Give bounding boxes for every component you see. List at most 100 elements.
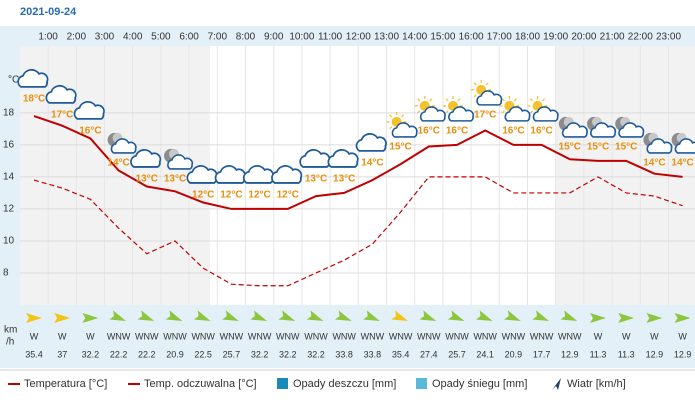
wind-speed: 12.9 [646, 349, 664, 359]
weather-icon [527, 95, 559, 122]
wind-direction: WNW [276, 331, 300, 341]
y-tick-label: 8 [3, 268, 9, 279]
wind-arrow [363, 310, 380, 322]
wind-arrow [193, 310, 211, 322]
wind-speed: 22.2 [138, 349, 156, 359]
wind-arrow [137, 310, 155, 322]
wind-panel [20, 305, 695, 368]
weather-icon [271, 165, 303, 184]
wind-speed: 17.7 [533, 349, 551, 359]
wind-speed: 33.8 [364, 349, 382, 359]
wind-direction: WNW [304, 331, 328, 341]
temperature-label: 16°C [530, 126, 552, 137]
temperature-label: 17°C [474, 110, 496, 121]
temperature-label: 16°C [79, 126, 101, 137]
temperature-label: 14°C [643, 158, 665, 169]
x-tick-label: 13:00 [374, 32, 399, 43]
cloud [391, 122, 418, 138]
wind-arrow [26, 313, 42, 323]
series-line [33, 115, 683, 210]
weather-icon [327, 149, 359, 168]
cloud [299, 149, 331, 168]
wind-arrow [419, 310, 437, 322]
cloud [327, 149, 359, 168]
sun-ray [445, 110, 449, 114]
weather-icon [355, 133, 387, 152]
cloud [242, 165, 275, 184]
wind-speed: 37 [57, 349, 67, 359]
wind-speed: 24.1 [476, 349, 494, 359]
x-tick-label: 16:00 [459, 32, 484, 43]
x-tick-label: 19:00 [543, 32, 568, 43]
y-axis-label: °C [8, 75, 19, 86]
wind-direction: W [58, 331, 67, 341]
wind-speed: 25.7 [223, 349, 241, 359]
cloud [504, 106, 531, 122]
weather-icon [471, 79, 503, 106]
temperature-label: 12°C [192, 190, 214, 201]
x-tick-label: 21:00 [600, 32, 625, 43]
wind-arrow [82, 313, 99, 323]
wind-speed: 35.4 [392, 349, 410, 359]
legend-label: Temp. odczuwalna [°C] [144, 378, 257, 390]
sun-ray [530, 110, 534, 114]
weather-icon [414, 95, 446, 122]
x-tick-label: 7:00 [208, 32, 228, 43]
x-tick-label: 1:00 [38, 32, 58, 43]
wind-direction: WNW [163, 331, 187, 341]
y-tick-label: 16 [3, 140, 15, 151]
legend-wind [552, 378, 561, 390]
wind-speed: 27.4 [420, 349, 438, 359]
sun-ray [457, 98, 461, 102]
legend-swatch [416, 378, 427, 389]
temperature-label: 14°C [107, 158, 129, 169]
cloud [214, 165, 246, 184]
axis-column [0, 26, 20, 368]
legend-swatch [277, 378, 288, 389]
cloud [476, 90, 503, 106]
sun-ray [445, 98, 449, 102]
wind-direction: W [650, 331, 659, 341]
wind-arrow [165, 310, 183, 322]
wind-direction: WNW [248, 331, 272, 341]
wind-direction: WNW [445, 331, 469, 341]
sun-ray [417, 110, 421, 114]
sun-ray [389, 126, 393, 130]
wind-arrow [560, 310, 578, 322]
x-tick-label: 4:00 [123, 32, 143, 43]
weather-icon [107, 132, 137, 154]
weather-icon [17, 68, 49, 88]
x-tick-label: 17:00 [487, 32, 512, 43]
weather-icon [386, 111, 418, 138]
cloud [271, 165, 303, 184]
wind-direction: WNW [191, 331, 215, 341]
weather-icon [130, 149, 162, 168]
weather-icon [587, 116, 617, 138]
wind-arrow [646, 313, 663, 323]
temperature-label: 13°C [333, 174, 355, 185]
wind-speed: 32.2 [279, 349, 297, 359]
weather-icon [643, 132, 673, 154]
temperature-label: 13°C [136, 174, 158, 185]
wind-arrow [674, 313, 691, 323]
cloud [419, 106, 446, 122]
wind-speed: 11.3 [618, 349, 635, 359]
wind-direction: WNW [417, 331, 441, 341]
wind-direction: WNW [107, 331, 131, 341]
wind-direction: WNW [220, 331, 244, 341]
date: 2021-09-24 [20, 6, 77, 18]
sun-ray [513, 98, 517, 102]
sun-ray [501, 110, 505, 114]
cloud [355, 133, 387, 152]
wind-arrow [334, 310, 352, 322]
wind-speed: 20.9 [166, 349, 184, 359]
wind-arrow [532, 310, 549, 322]
wind-arrow [618, 313, 635, 323]
weather-icon [214, 165, 246, 184]
y-tick-label: 10 [3, 236, 15, 247]
wind-direction: WNW [389, 331, 413, 341]
wind-direction: WNW [332, 331, 356, 341]
temperature-label: 15°C [587, 142, 609, 153]
weather-icon [499, 95, 531, 122]
weather-icon [671, 132, 695, 154]
